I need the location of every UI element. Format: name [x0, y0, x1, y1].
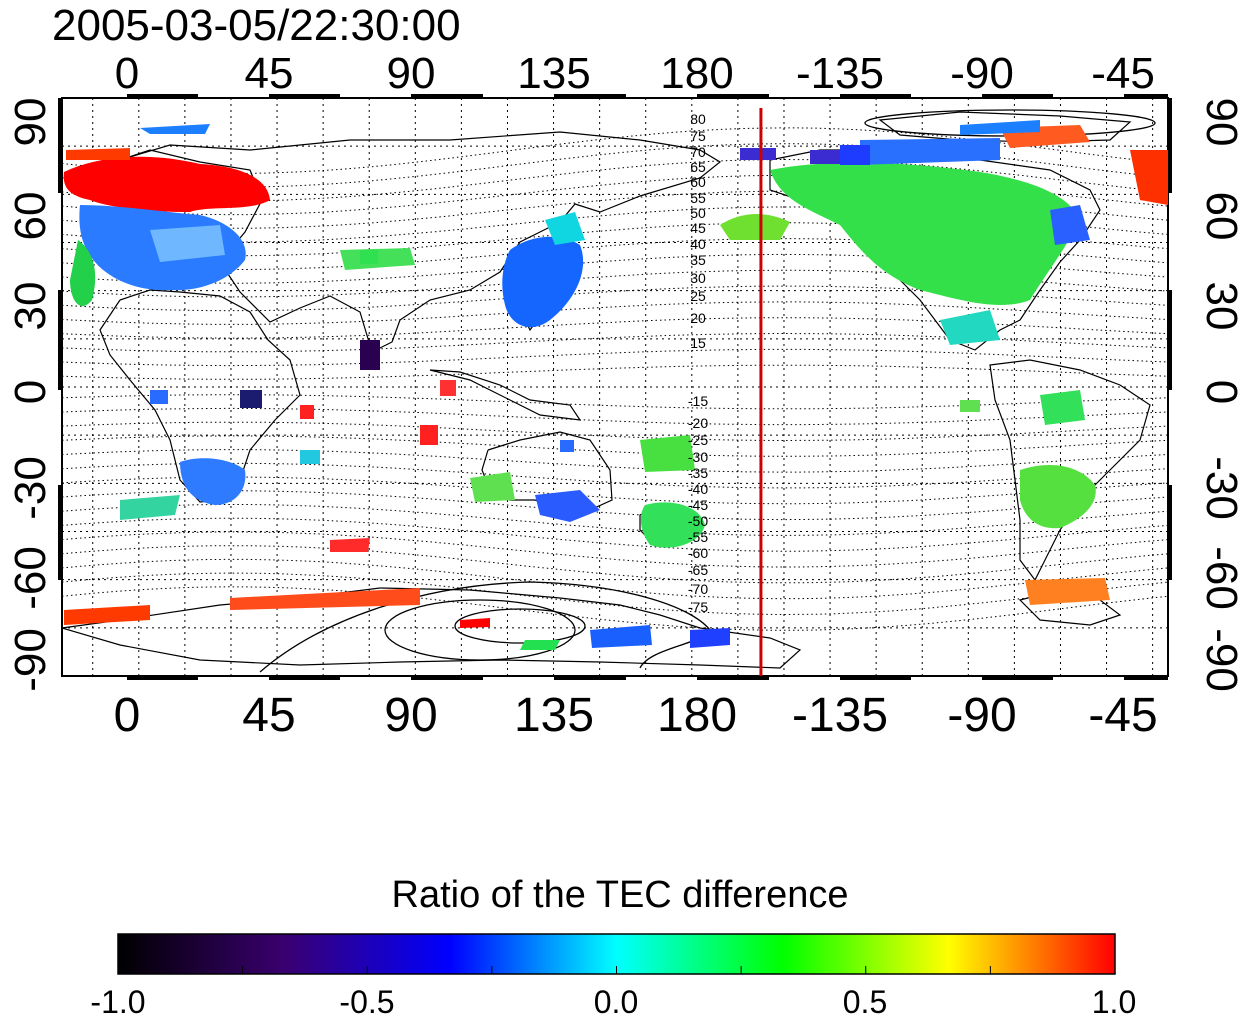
contour-label: 70 — [690, 144, 706, 160]
colorbar-tick: 1.0 — [1091, 984, 1137, 1020]
colorbar-tick: -1.0 — [90, 984, 146, 1020]
contour-label: 55 — [690, 190, 706, 206]
bottom-lon-tick: 0 — [113, 689, 141, 742]
colorbar-tick: 0.5 — [842, 984, 888, 1020]
bottom-lon-tick: 45 — [242, 689, 296, 742]
colorbar — [117, 933, 1116, 975]
graticule — [62, 98, 1168, 676]
contour-label: 45 — [690, 220, 706, 236]
contour-line — [62, 531, 1168, 568]
contour-label: 30 — [690, 270, 706, 286]
top-lon-tick: 0 — [114, 49, 140, 98]
contour-line — [62, 572, 1168, 616]
contour-label: -75 — [688, 599, 708, 615]
contour-label: 80 — [690, 111, 706, 127]
contour-line — [62, 504, 1168, 536]
contour-label: -20 — [688, 415, 708, 431]
bottom-lon-tick: -135 — [791, 689, 889, 742]
contour-label: -30 — [688, 449, 708, 465]
frame-tick-bands — [58, 94, 1172, 680]
contour-label: -60 — [688, 545, 708, 561]
contour-line — [62, 462, 1168, 489]
top-lon-tick: -90 — [950, 49, 1014, 98]
contour-label: 65 — [690, 159, 706, 175]
contour-label: -55 — [688, 529, 708, 545]
contour-label: 15 — [690, 335, 706, 351]
contour-label: -25 — [688, 432, 708, 448]
bottom-lon-tick: 135 — [513, 689, 595, 742]
contour-label: -15 — [688, 393, 708, 409]
contour-label: 60 — [690, 174, 706, 190]
contour-line — [62, 301, 1168, 325]
contour-line — [62, 545, 1168, 584]
figure-title: 2005-03-05/22:30:00 — [52, 1, 461, 50]
contour-line — [62, 449, 1168, 473]
top-lon-tick: -45 — [1091, 49, 1155, 98]
contour-label: -65 — [688, 562, 708, 578]
colorbar-title: Ratio of the TEC difference — [391, 874, 849, 916]
contour-label: -35 — [688, 465, 708, 481]
contour-label: -70 — [688, 581, 708, 597]
colorbar-tick: 0.0 — [593, 984, 639, 1020]
top-lon-tick: 90 — [386, 49, 436, 98]
top-lon-tick: 135 — [517, 49, 591, 98]
contour-label: -45 — [688, 497, 708, 513]
contour-line — [62, 517, 1168, 552]
contour-line — [62, 490, 1168, 521]
contour-label: 20 — [690, 310, 706, 326]
contour-label: 35 — [690, 252, 706, 268]
top-lon-tick: 45 — [244, 49, 294, 98]
contour-label: 75 — [690, 128, 706, 144]
contour-line — [62, 476, 1168, 505]
bottom-lon-tick: -90 — [947, 689, 1017, 742]
contour-label: 40 — [690, 236, 706, 252]
contour-label: -40 — [688, 481, 708, 497]
bottom-lon-tick: -45 — [1088, 689, 1158, 742]
contour-line — [62, 586, 1168, 631]
top-lon-tick: 180 — [660, 49, 734, 98]
contour-label: 25 — [690, 288, 706, 304]
colorbar-tick: -0.5 — [339, 984, 395, 1020]
bottom-lon-tick: 180 — [656, 689, 738, 742]
top-lon-tick: -135 — [795, 49, 885, 98]
bottom-lon-tick: 90 — [384, 689, 438, 742]
contour-line — [62, 174, 1168, 216]
tec-data-patches — [63, 120, 1168, 650]
contour-label: -50 — [688, 513, 708, 529]
contour-label: 50 — [690, 205, 706, 221]
